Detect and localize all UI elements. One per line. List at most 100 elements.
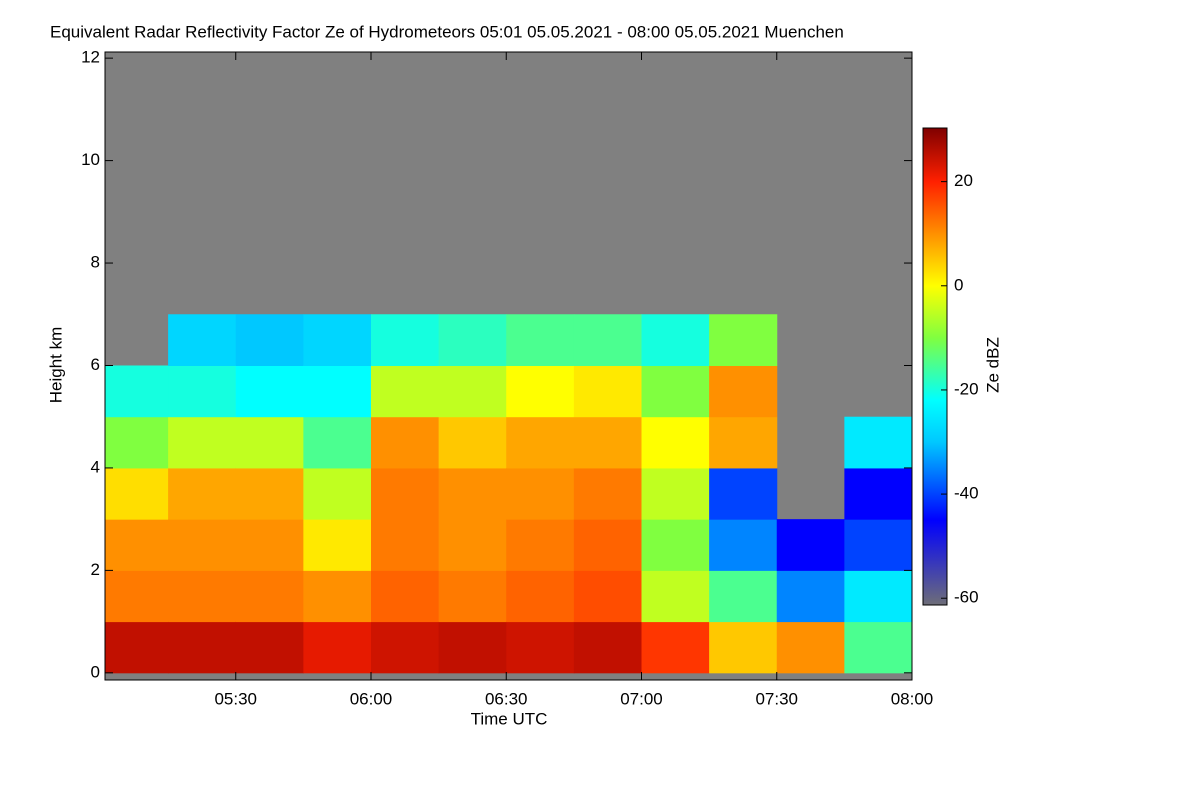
heat-cell [506,519,575,571]
y-tick-label: 4 [91,457,100,476]
heat-cell [709,416,778,469]
heat-cell [573,314,642,366]
heat-cell [235,621,304,674]
x-tick-label: 05:30 [214,689,257,708]
heat-cell [438,621,507,674]
heat-cell [438,519,507,571]
colorbar-tick-label: -60 [954,588,979,607]
heat-cell [303,519,372,571]
heat-cell [168,467,237,520]
heat-cell [438,467,507,520]
x-tick-label: 08:00 [891,689,934,708]
heat-cell [709,621,778,674]
heat-cell [506,467,575,520]
x-tick-label: 07:00 [620,689,663,708]
y-tick-label: 10 [81,150,100,169]
heat-cell [573,365,642,418]
heat-cell [506,416,575,469]
y-tick-label: 2 [91,560,100,579]
heat-cell [168,519,237,571]
heat-cell [105,416,169,469]
heat-cell [776,519,845,571]
heat-cell [844,570,913,623]
y-tick-label: 8 [91,253,100,272]
heat-cell [105,570,169,623]
heat-cell [105,621,169,674]
heat-cell [235,519,304,571]
colorbar-tick-label: -40 [954,484,979,503]
heat-cell [776,570,845,623]
heat-cell [235,467,304,520]
x-axis-label: Time UTC [471,709,548,728]
colorbar-tick-label: 0 [954,275,963,294]
heat-cell [438,570,507,623]
heat-cell [573,467,642,520]
colorbar [922,127,948,606]
colorbar-tick-label: -20 [954,379,979,398]
heat-cell [303,570,372,623]
heat-cell [844,519,913,571]
y-tick-label: 0 [91,662,100,681]
heat-cell [370,519,440,571]
heat-cell [370,570,440,623]
colorbar-label: Ze dBZ [983,337,1002,393]
heat-cell [506,314,575,366]
heat-cell [370,467,440,520]
heat-cell [506,365,575,418]
plot-frame [104,51,913,681]
heat-cell [168,570,237,623]
heat-cell [844,416,913,469]
heat-cell [641,570,710,623]
heat-cell [709,314,778,366]
heat-cell [303,416,372,469]
heat-cell [709,365,778,418]
heat-cell [303,467,372,520]
heat-cell [235,365,304,418]
heat-cell [235,570,304,623]
heat-cell [844,621,913,674]
heat-cell [641,416,710,469]
heat-cell [168,365,237,418]
heat-cell [641,314,710,366]
y-tick-label: 12 [81,48,100,67]
y-tick-label: 6 [91,355,100,374]
heat-cell [506,570,575,623]
heat-cell [709,467,778,520]
heat-cell [438,365,507,418]
heat-cell [235,416,304,469]
heat-cell [573,519,642,571]
heat-cell [105,365,169,418]
heat-cell [370,314,440,366]
heat-cell [168,621,237,674]
heat-cell [641,365,710,418]
heat-cell [641,519,710,571]
heat-cell [168,416,237,469]
heat-cell [370,416,440,469]
heat-cell [641,621,710,674]
heat-cell [776,621,845,674]
x-tick-label: 06:00 [350,689,393,708]
heat-cell [573,621,642,674]
heat-cell [709,519,778,571]
heat-cell [438,416,507,469]
heat-cell [438,314,507,366]
x-tick-label: 07:30 [755,689,798,708]
x-tick-label: 06:30 [485,689,528,708]
heat-cell [709,570,778,623]
heat-cell [303,314,372,366]
heat-cell [168,314,237,366]
heat-cell [105,467,169,520]
heat-cell [506,621,575,674]
heat-cell [573,570,642,623]
heat-cell [844,467,913,520]
heat-cell [303,621,372,674]
heat-cell [303,365,372,418]
heat-cell [573,416,642,469]
heat-cell [641,467,710,520]
heat-cell [370,621,440,674]
chart-title: Equivalent Radar Reflectivity Factor Ze … [50,22,844,41]
heat-cell [235,314,304,366]
heat-cell [370,365,440,418]
